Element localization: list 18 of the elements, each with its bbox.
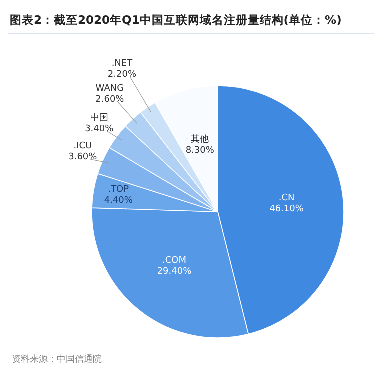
slice-label: 其他 [191, 134, 210, 146]
chart-title: 图表2：截至2020年Q1中国互联网域名注册量结构(单位：%) [10, 13, 342, 27]
text: 资料来源：中国信通院 [12, 354, 102, 365]
data-label: 8.30% [186, 146, 215, 156]
slice-label: .CN [278, 194, 295, 204]
slice-label: .ICU [74, 142, 92, 152]
slice-label: .NET [112, 59, 134, 70]
slice-label: .TOP [108, 184, 130, 195]
data-label: 29.40% [157, 266, 192, 277]
data-label: 4.40% [104, 196, 134, 206]
slice-label: WANG [96, 84, 124, 94]
data-label: 2.20% [108, 70, 137, 80]
slice-label: 中国 [90, 112, 108, 124]
data-label: 2.60% [96, 95, 125, 105]
data-label: 3.60% [68, 152, 98, 163]
slice-label: .COM [162, 256, 186, 266]
data-label: 3.40% [85, 124, 114, 135]
data-label: 46.10% [270, 204, 304, 215]
